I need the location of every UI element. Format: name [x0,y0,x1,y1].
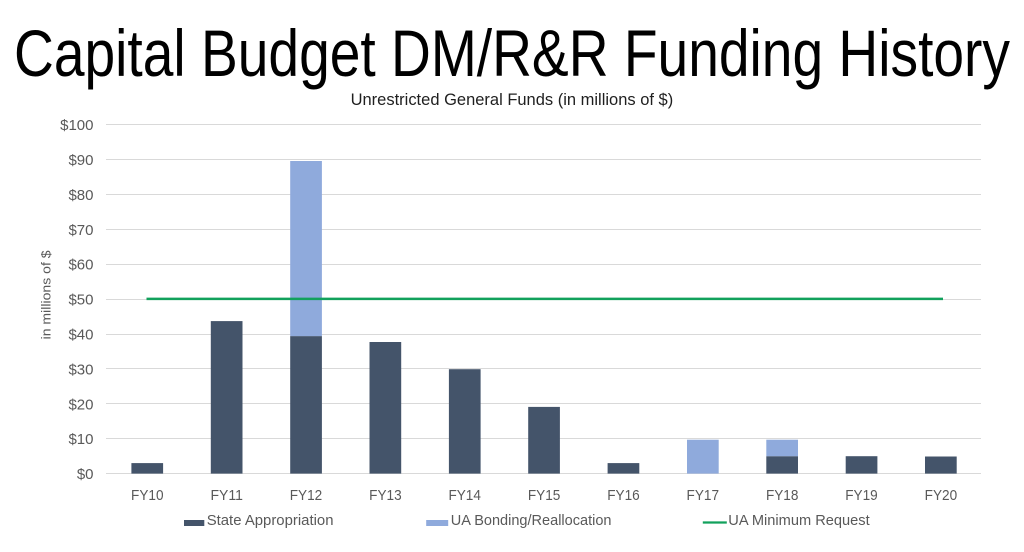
svg-text:Capital Budget DM/R&R Funding: Capital Budget DM/R&R Funding History [14,16,1010,90]
svg-text:in millions of $: in millions of $ [39,250,54,340]
svg-text:$50: $50 [68,292,93,309]
svg-text:FY16: FY16 [607,487,640,504]
svg-text:FY14: FY14 [448,487,481,504]
svg-text:$20: $20 [68,396,93,413]
svg-text:$100: $100 [60,117,93,134]
svg-text:$40: $40 [68,327,93,344]
svg-text:FY11: FY11 [210,487,243,504]
svg-text:Unrestricted General Funds (in: Unrestricted General Funds (in millions … [351,91,674,109]
svg-text:$0: $0 [77,466,94,483]
svg-text:FY20: FY20 [925,487,958,504]
svg-text:FY18: FY18 [766,487,799,504]
svg-text:$70: $70 [68,222,93,239]
svg-text:$60: $60 [68,257,93,274]
svg-text:$10: $10 [68,431,93,448]
svg-text:$90: $90 [68,152,93,169]
svg-text:FY13: FY13 [369,487,402,504]
svg-text:State Appropriation: State Appropriation [207,512,334,529]
svg-text:FY19: FY19 [845,487,878,504]
svg-text:FY12: FY12 [290,487,323,504]
svg-text:FY15: FY15 [528,487,561,504]
svg-text:UA Minimum Request: UA Minimum Request [728,512,870,529]
svg-text:UA Bonding/Reallocation: UA Bonding/Reallocation [451,512,612,529]
svg-text:FY17: FY17 [687,487,720,504]
svg-text:$80: $80 [68,187,93,204]
svg-text:FY10: FY10 [131,487,164,504]
svg-text:$30: $30 [68,361,93,378]
